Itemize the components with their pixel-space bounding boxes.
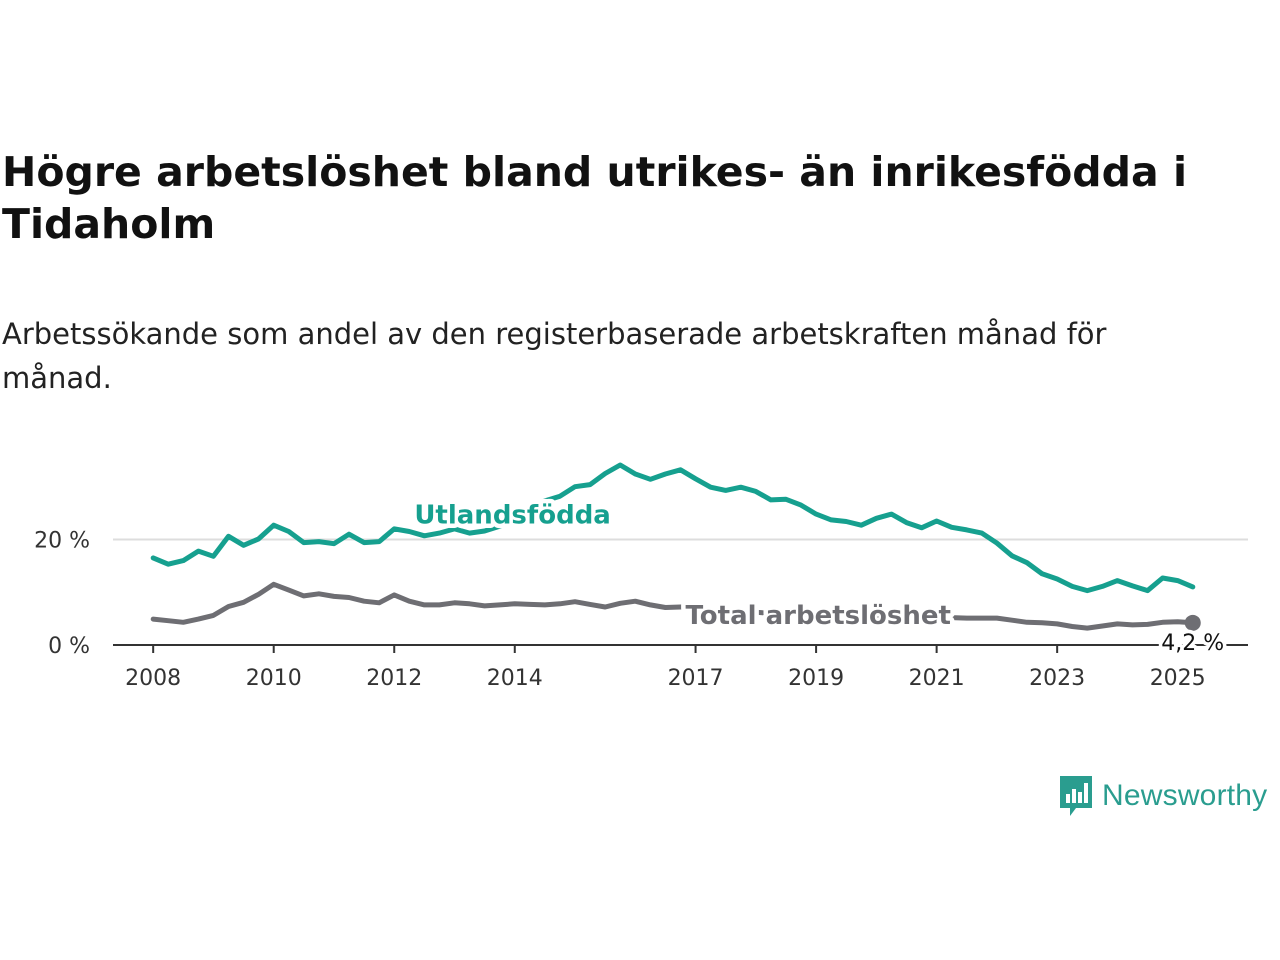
chart-subtitle: Arbetssökande som andel av den registerb…	[2, 317, 1107, 395]
line-chart: 0 % 20 % 2008 2010 2012 2014 2017 2019 2021 2023 2…	[34, 462, 1248, 691]
bar-chart-speech-bubble-icon	[1060, 776, 1092, 816]
newsworthy-logo: Newsworthy	[1058, 774, 1267, 818]
x-tick-label: 2012	[366, 666, 422, 691]
x-tick-label: 2025	[1150, 666, 1206, 691]
end-point-marker	[1184, 614, 1201, 631]
series-label-utlandsfodda: Utlandsfödda	[414, 501, 611, 531]
series-label-total: Total arbetslöshet	[686, 601, 951, 631]
x-tick-label: 2014	[487, 666, 543, 691]
x-tick-label: 2010	[246, 666, 302, 691]
x-tick-label: 2017	[668, 666, 724, 691]
chart-title: Högre arbetslöshet bland utrikes- än inr…	[2, 148, 1187, 248]
end-value-label: 4,2 %	[1161, 631, 1224, 656]
line-total	[150, 581, 1196, 631]
x-tick-label: 2008	[125, 666, 181, 691]
x-tick-label: 2021	[909, 666, 965, 691]
brand-name: Newsworthy	[1102, 779, 1268, 812]
x-tick-label: 2019	[788, 666, 844, 691]
x-tick-label: 2023	[1029, 666, 1085, 691]
y-tick-label: 0 %	[48, 634, 90, 659]
y-tick-label: 20 %	[34, 528, 90, 553]
line-utlandsfodda	[150, 462, 1196, 594]
